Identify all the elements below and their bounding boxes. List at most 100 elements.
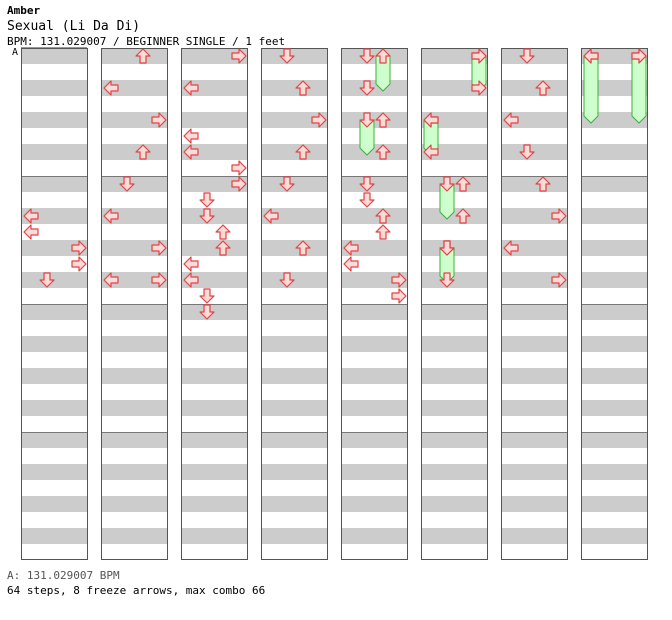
stripe [181,496,248,512]
stripe [21,112,88,128]
step-arrow-d [199,208,215,224]
section-marker-line [21,47,87,48]
stripe [501,432,568,448]
step-arrow-l [183,144,199,160]
stripe [101,80,168,96]
step-arrow-l [423,112,439,128]
stripe [181,272,248,288]
step-arrow-l [263,208,279,224]
step-arrow-u [215,224,231,240]
chart-column [181,48,248,560]
stripe [581,240,648,256]
stripe [501,112,568,128]
step-arrow-l [183,128,199,144]
stripe [341,496,408,512]
stripe [421,48,488,64]
step-arrow-l [183,80,199,96]
stripe [341,368,408,384]
step-arrow-u [295,80,311,96]
stripe [341,272,408,288]
bpm-line: A: 131.029007 BPM [7,569,120,582]
step-arrow-u [375,208,391,224]
stripe [21,208,88,224]
step-arrow-l [183,256,199,272]
stripe [21,336,88,352]
stripe [101,336,168,352]
step-arrow-r [151,112,167,128]
stripe [21,304,88,320]
chart-column [421,48,488,560]
stripe [181,336,248,352]
stripe [181,176,248,192]
step-arrow-l [23,224,39,240]
stripe [21,496,88,512]
step-arrow-u [295,144,311,160]
stripe [581,304,648,320]
step-arrow-d [359,80,375,96]
stripe [261,144,328,160]
stripe [101,464,168,480]
stripe [341,400,408,416]
stripe [501,80,568,96]
stripe [101,304,168,320]
stripe [261,528,328,544]
stripe [181,112,248,128]
stripe [261,400,328,416]
step-arrow-r [71,240,87,256]
step-arrow-d [439,240,455,256]
step-arrow-r [231,176,247,192]
step-arrow-l [583,48,599,64]
step-arrow-r [311,112,327,128]
freeze-head-arrow [359,112,375,128]
stripe [421,528,488,544]
chart-column [501,48,568,560]
stripe [21,80,88,96]
step-arrow-l [183,272,199,288]
step-arrow-d [39,272,55,288]
stripe [581,144,648,160]
stripe [101,272,168,288]
stripe [101,400,168,416]
step-arrow-d [359,48,375,64]
stripe [21,240,88,256]
freeze-arrow [631,55,647,124]
stripe [101,112,168,128]
stripe [21,432,88,448]
stripe [101,48,168,64]
step-arrow-r [151,240,167,256]
stripe [501,336,568,352]
stripe [581,208,648,224]
step-arrow-r [551,272,567,288]
stripe [581,464,648,480]
stripe [581,336,648,352]
stripe [101,368,168,384]
stripe [581,432,648,448]
stripe [101,528,168,544]
stripe [341,144,408,160]
step-arrow-d [519,144,535,160]
stripe [501,464,568,480]
stripe [181,400,248,416]
stripe [181,240,248,256]
stripe [421,336,488,352]
stripe [261,240,328,256]
chart-column [341,48,408,560]
step-arrow-d [199,288,215,304]
stripe [261,432,328,448]
stripe [341,464,408,480]
step-arrow-r [231,48,247,64]
stripe [181,144,248,160]
step-arrow-d [519,48,535,64]
step-arrow-l [23,208,39,224]
stripe [341,432,408,448]
stripe [21,400,88,416]
stripe [341,304,408,320]
stripe [501,208,568,224]
song-title: Sexual (Li Da Di) [7,19,141,34]
stripe [581,272,648,288]
step-arrow-d [199,304,215,320]
step-arrow-u [135,48,151,64]
stripe [21,464,88,480]
step-arrow-d [359,192,375,208]
